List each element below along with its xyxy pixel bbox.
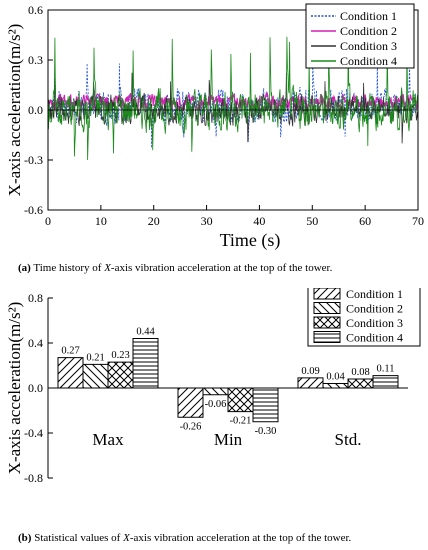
data-label: 0.11 — [377, 364, 395, 375]
statistics-bar-chart: 0.8 0.4 0.0 -0.4 -0.8X-axis acceleration(m/s… — [5, 288, 421, 485]
y-tick-label: -0.3 — [24, 153, 43, 167]
bar-Std.-1 — [297, 377, 324, 389]
time-history-chart: 0.6 0.3 0.0 -0.3 -0.60 10 20 30 40 50 60 70 Time (s)… — [5, 3, 424, 251]
y-tick-label: 0.3 — [28, 53, 43, 67]
y-tick-label: 0.6 — [28, 3, 43, 17]
data-label: 0.27 — [61, 346, 79, 357]
category-label: Max — [92, 430, 124, 449]
legend-label-3: Condition 3 — [340, 39, 397, 53]
legend-box — [305, 3, 415, 69]
data-label: 0.44 — [136, 327, 155, 338]
x-tick-label: 40 — [253, 214, 265, 228]
bar-Max-1 — [57, 357, 84, 389]
data-label: 0.04 — [326, 372, 345, 383]
legend-swatch-2 — [313, 302, 341, 314]
x-tick-label: 10 — [95, 214, 107, 228]
x-tick-label: 60 — [359, 214, 371, 228]
series-line-4 — [47, 36, 419, 161]
legend-label-4: Condition 4 — [346, 331, 403, 345]
bar-Max-3 — [107, 361, 134, 389]
legend-label-1: Condition 1 — [340, 9, 397, 23]
legend-swatch-1 — [313, 288, 341, 300]
bar-Min-3 — [227, 387, 254, 413]
x-tick-label: 30 — [201, 214, 213, 228]
bar-Max-2 — [82, 363, 109, 389]
bar-Std.-2 — [322, 383, 349, 389]
data-label: 0.08 — [351, 367, 369, 378]
data-label: 0.21 — [86, 352, 104, 363]
caption-a: (a) Time history of X-axis vibration acc… — [18, 262, 333, 274]
legend-label-2: Condition 2 — [346, 302, 403, 316]
caption-b: (b) Statistical values of X-axis vibrati… — [18, 532, 352, 544]
bar-Std.-4 — [372, 375, 399, 389]
data-label: 0.23 — [111, 350, 129, 361]
category-label: Min — [214, 430, 243, 449]
x-tick-label: 50 — [306, 214, 318, 228]
legend-swatch-3 — [313, 316, 341, 329]
y-tick-label: 0.8 — [28, 291, 43, 305]
x-tick-label: 20 — [148, 214, 160, 228]
data-label: -0.21 — [230, 416, 252, 427]
data-label: -0.26 — [180, 421, 202, 432]
x-axis-title: Time (s) — [220, 230, 281, 251]
y-tick-label: -0.4 — [24, 426, 43, 440]
data-label: 0.09 — [301, 366, 319, 377]
y-tick-label: 0.0 — [28, 381, 43, 395]
bar-Min-2 — [202, 387, 229, 396]
data-label: -0.30 — [255, 426, 277, 437]
legend-swatch-4 — [313, 331, 341, 343]
bar-Std.-3 — [347, 378, 374, 389]
legend-label-4: Condition 4 — [340, 54, 397, 68]
x-tick-label: 70 — [412, 214, 424, 228]
bar-Min-1 — [177, 387, 204, 418]
bar-Min-4 — [252, 387, 279, 423]
legend-label-2: Condition 2 — [340, 24, 397, 38]
y-tick-label: -0.6 — [24, 203, 43, 217]
bar-Max-4 — [132, 338, 159, 389]
y-tick-label: 0.4 — [28, 336, 43, 350]
category-label: Std. — [335, 430, 362, 449]
y-tick-label: 0.0 — [28, 103, 43, 117]
legend-label-1: Condition 1 — [346, 288, 403, 301]
y-axis-title: X-axis acceleration(m/s²) — [5, 302, 24, 475]
x-tick-label: 0 — [45, 214, 51, 228]
y-axis-title: X-axis acceleration(m/s²) — [5, 24, 24, 197]
data-label: -0.06 — [205, 399, 227, 410]
y-tick-label: -0.8 — [24, 471, 43, 485]
legend-label-3: Condition 3 — [346, 316, 403, 330]
